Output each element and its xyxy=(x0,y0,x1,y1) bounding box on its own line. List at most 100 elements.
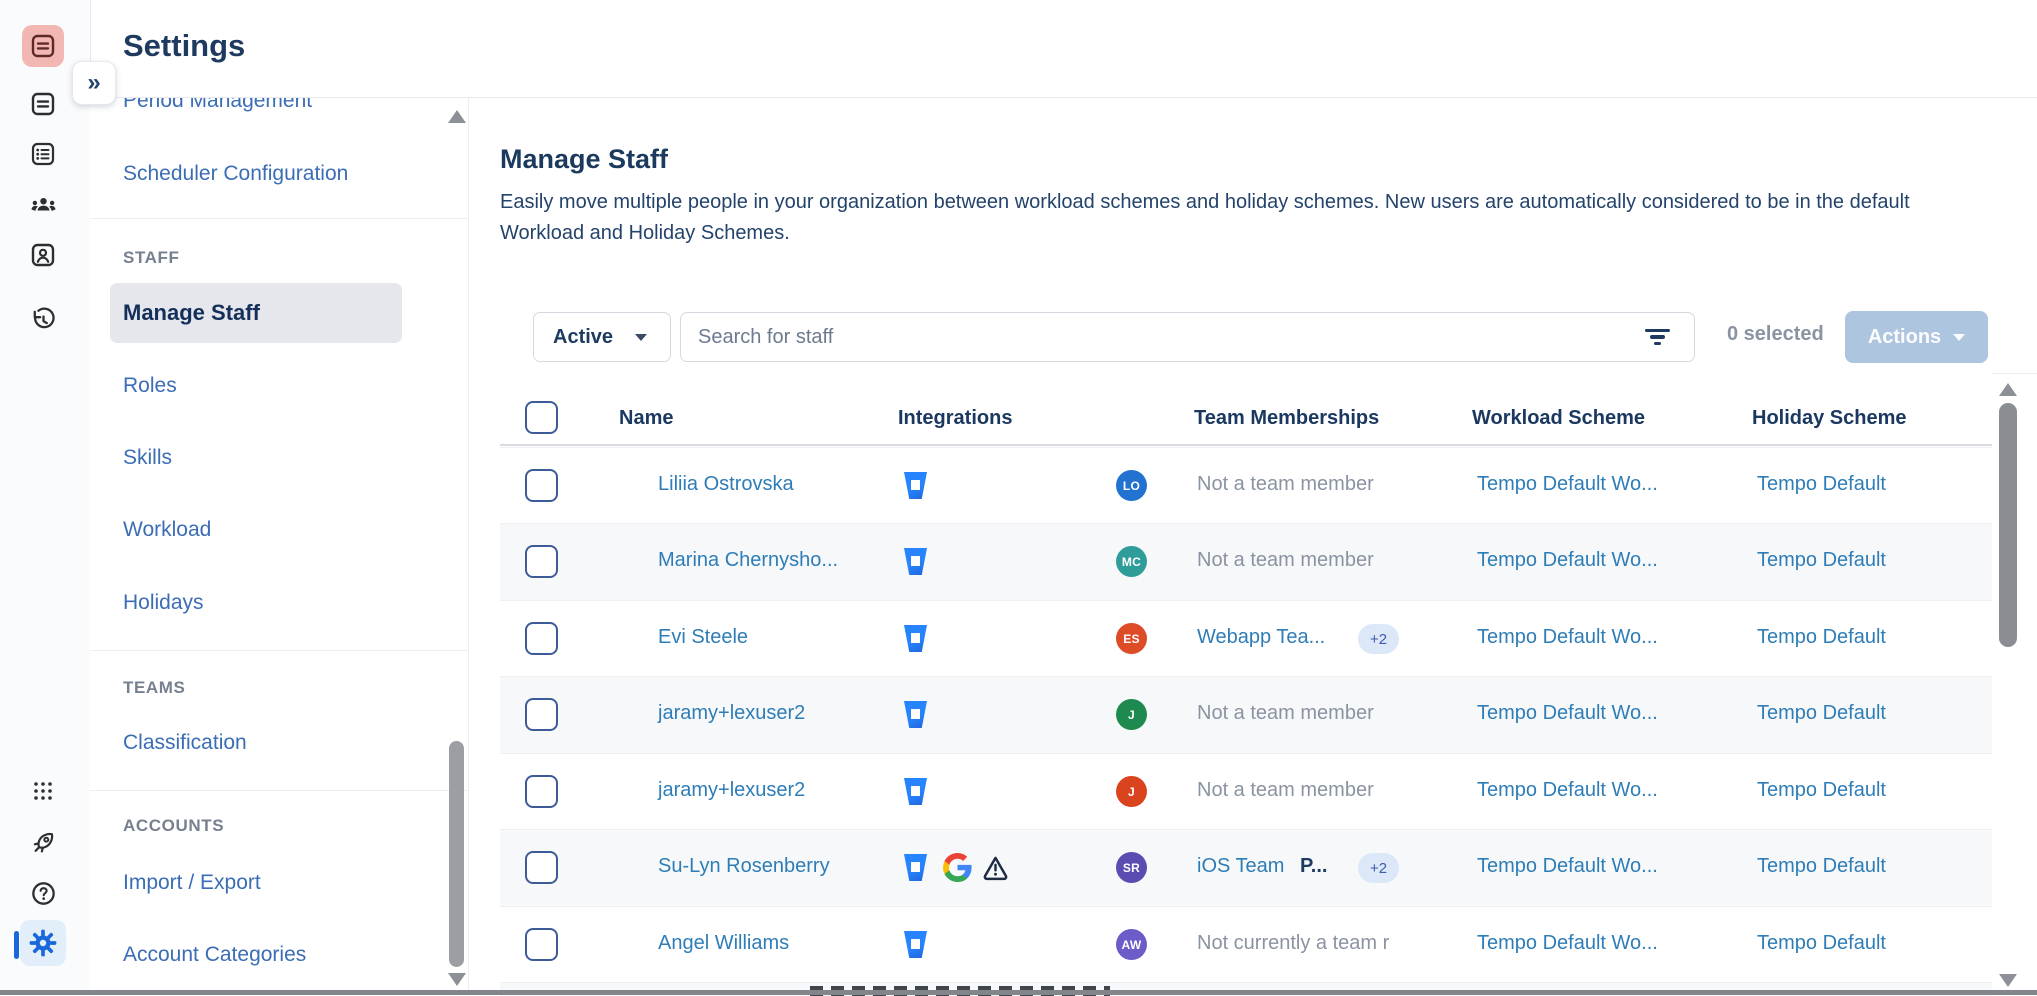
sidebar-item-period-management[interactable]: Period Management xyxy=(123,98,313,112)
team-membership-link[interactable]: iOS Team xyxy=(1197,855,1285,877)
holiday-scheme-link[interactable]: Tempo Default xyxy=(1757,932,1886,954)
column-header-integrations: Integrations xyxy=(898,407,1013,429)
sidebar-scrollbar-thumb[interactable] xyxy=(449,741,464,967)
horizontal-scrollbar[interactable] xyxy=(0,990,2037,995)
row-checkbox[interactable] xyxy=(525,545,558,578)
holiday-scheme-link[interactable]: Tempo Default xyxy=(1757,855,1886,877)
bitbucket-icon xyxy=(903,854,928,881)
profile-card-icon[interactable] xyxy=(22,234,64,276)
bitbucket-icon xyxy=(903,931,928,958)
table-row: ES Evi Steele Webapp Tea... +2 Tempo Def… xyxy=(500,600,1992,677)
column-header-workload-scheme: Workload Scheme xyxy=(1472,407,1646,429)
staff-name-link[interactable]: jaramy+lexuser2 xyxy=(658,779,806,801)
workload-scheme-link[interactable]: Tempo Default Wo... xyxy=(1477,549,1658,571)
staff-name-link[interactable]: Evi Steele xyxy=(658,626,749,648)
sidebar-item-workload[interactable]: Workload xyxy=(123,518,212,541)
holiday-scheme-link[interactable]: Tempo Default xyxy=(1757,779,1886,801)
sidebar-item-skills[interactable]: Skills xyxy=(123,446,173,469)
app-icon-rail xyxy=(0,0,91,995)
row-checkbox[interactable] xyxy=(525,775,558,808)
team-membership-cell: Not a team member xyxy=(1197,473,1374,495)
team-membership-cell: Not currently a team r xyxy=(1197,932,1390,954)
select-all-checkbox[interactable] xyxy=(525,401,558,434)
sidebar-item-import-export[interactable]: Import / Export xyxy=(123,871,261,894)
staff-search-box xyxy=(680,312,1695,362)
workload-scheme-link[interactable]: Tempo Default Wo... xyxy=(1477,473,1658,495)
workload-scheme-link[interactable]: Tempo Default Wo... xyxy=(1477,932,1658,954)
settings-gear-icon[interactable] xyxy=(20,920,66,966)
staff-name-link[interactable]: jaramy+lexuser2 xyxy=(658,702,806,724)
staff-name-link[interactable]: Angel Williams xyxy=(658,932,790,954)
list-icon[interactable] xyxy=(22,133,64,175)
rocket-icon[interactable] xyxy=(22,821,64,863)
bitbucket-icon xyxy=(903,472,928,499)
avatar: MC xyxy=(1116,546,1147,577)
page-title: Settings xyxy=(123,28,246,63)
holiday-scheme-link[interactable]: Tempo Default xyxy=(1757,626,1886,648)
google-icon xyxy=(943,853,972,882)
column-header-holiday-scheme: Holiday Scheme xyxy=(1752,407,1907,429)
avatar: AW xyxy=(1116,929,1147,960)
row-checkbox[interactable] xyxy=(525,469,558,502)
workload-scheme-link[interactable]: Tempo Default Wo... xyxy=(1477,855,1658,877)
holiday-scheme-link[interactable]: Tempo Default xyxy=(1757,702,1886,724)
avatar: J xyxy=(1116,776,1147,807)
actions-button[interactable]: Actions xyxy=(1845,311,1988,363)
avatar: SR xyxy=(1116,852,1147,883)
expand-chevrons: » xyxy=(87,69,101,96)
sidebar-item-scheduler-configuration[interactable]: Scheduler Configuration xyxy=(123,162,349,185)
section-description: Easily move multiple people in your orga… xyxy=(500,191,1910,244)
expand-sidebar-button[interactable]: » xyxy=(72,61,116,105)
workload-scheme-link[interactable]: Tempo Default Wo... xyxy=(1477,626,1658,648)
sidebar-selected-label: Manage Staff xyxy=(123,300,260,325)
team-membership-cell: Not a team member xyxy=(1197,779,1374,801)
journal-active-icon[interactable] xyxy=(22,25,64,67)
teams-icon[interactable] xyxy=(22,183,64,225)
active-nav-indicator xyxy=(14,931,19,959)
section-heading: Manage Staff xyxy=(500,144,669,174)
staff-name-link[interactable]: Liliia Ostrovska xyxy=(658,473,794,495)
sidebar-item-classification[interactable]: Classification xyxy=(123,731,247,754)
help-icon[interactable] xyxy=(22,872,64,914)
workload-scheme-link[interactable]: Tempo Default Wo... xyxy=(1477,702,1658,724)
apps-grid-icon[interactable] xyxy=(22,770,64,812)
sidebar-item-manage-staff[interactable]: Manage Staff xyxy=(110,283,402,343)
history-icon[interactable] xyxy=(22,299,64,341)
sidebar-divider xyxy=(90,218,468,219)
chevron-down-icon xyxy=(635,333,648,341)
staff-search-input[interactable] xyxy=(681,313,1694,361)
table-scroll-up-arrow[interactable] xyxy=(1999,383,2017,396)
bitbucket-icon xyxy=(903,548,928,575)
table-header-border xyxy=(500,444,1992,446)
row-checkbox[interactable] xyxy=(525,698,558,731)
more-teams-badge[interactable]: +2 xyxy=(1358,624,1399,654)
avatar: LO xyxy=(1116,470,1147,501)
more-teams-badge[interactable]: +2 xyxy=(1358,853,1399,883)
team-membership-link[interactable]: Webapp Tea... xyxy=(1197,626,1326,648)
staff-name-link[interactable]: Su-Lyn Rosenberry xyxy=(658,855,830,877)
team-membership-cell: Not a team member xyxy=(1197,549,1374,571)
staff-name-link[interactable]: Marina Chernysho... xyxy=(658,549,839,571)
selected-count: 0 selected xyxy=(1727,323,1824,345)
sidebar-section-staff: STAFF xyxy=(123,248,180,267)
status-filter-value: Active xyxy=(553,325,614,348)
status-filter-dropdown[interactable]: Active xyxy=(533,312,671,362)
table-row: J jaramy+lexuser2 Not a team member Temp… xyxy=(500,676,1992,753)
filter-icon[interactable] xyxy=(1644,329,1670,347)
sidebar-item-account-categories[interactable]: Account Categories xyxy=(123,943,307,966)
table-scroll-down-arrow[interactable] xyxy=(1999,974,2017,987)
journal-icon[interactable] xyxy=(22,83,64,125)
row-checkbox[interactable] xyxy=(525,928,558,961)
holiday-scheme-link[interactable]: Tempo Default xyxy=(1757,473,1886,495)
sidebar-item-roles[interactable]: Roles xyxy=(123,374,177,397)
table-scrollbar-thumb[interactable] xyxy=(1999,403,2017,647)
actions-label: Actions xyxy=(1867,325,1942,348)
table-row: MC Marina Chernysho... Not a team member… xyxy=(500,523,1992,600)
sidebar-scroll-down-arrow[interactable] xyxy=(448,973,466,986)
sidebar-scroll-up-arrow[interactable] xyxy=(448,110,466,123)
workload-scheme-link[interactable]: Tempo Default Wo... xyxy=(1477,779,1658,801)
sidebar-item-holidays[interactable]: Holidays xyxy=(123,591,204,614)
row-checkbox[interactable] xyxy=(525,851,558,884)
holiday-scheme-link[interactable]: Tempo Default xyxy=(1757,549,1886,571)
row-checkbox[interactable] xyxy=(525,622,558,655)
